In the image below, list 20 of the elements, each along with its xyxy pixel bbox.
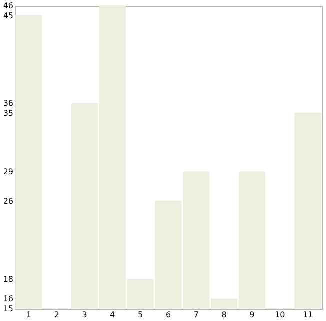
x-tick-label: 2 [54,310,60,320]
y-tick-label: 35 [3,109,14,118]
x-tick-label: 1 [26,310,32,320]
y-tick-label: 18 [3,275,14,284]
x-tick-label: 11 [302,310,314,320]
y-tick-label: 45 [3,11,14,20]
y-tick-label: 26 [3,196,14,206]
y-tick-label: 29 [3,168,14,177]
x-tick-label: 8 [222,310,227,320]
x-tick-label: 7 [194,310,199,320]
x-tick-label: 3 [82,310,88,320]
x-tick-label: 5 [138,310,144,320]
x-tick-label: 9 [250,310,255,320]
y-tick-label: 15 [3,304,14,314]
x-tick-label: 10 [275,310,286,320]
x-tick-label: 6 [166,310,172,320]
y-tick-label: 16 [3,294,14,304]
y-tick-label: 46 [3,2,14,10]
y-tick-label: 36 [3,99,14,108]
x-tick-label: 4 [110,310,116,320]
